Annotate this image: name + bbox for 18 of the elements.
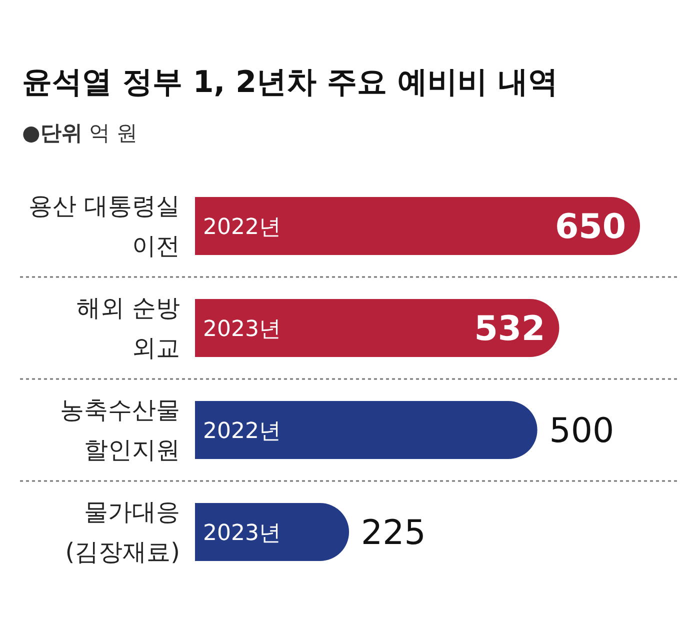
y-tick-label: 용산 대통령실 이전	[28, 192, 180, 260]
data-label: 650	[555, 207, 626, 247]
chart-subtitle: ●단위 억 원	[22, 121, 138, 145]
annotation: 2022년	[203, 419, 281, 444]
data-label: 532	[474, 309, 546, 349]
data-label: 500	[549, 411, 614, 451]
y-tick-label: 농축수산물 할인지원	[60, 396, 180, 464]
chart-title: 윤석열 정부 1, 2년차 주요 예비비 내역	[22, 65, 558, 100]
annotation: 2023년	[203, 317, 281, 342]
y-tick-label: 해외 순방 외교	[76, 294, 180, 362]
bar	[195, 299, 560, 357]
bar	[195, 197, 640, 255]
data-label: 225	[361, 513, 426, 553]
annotation: 2022년	[203, 215, 281, 240]
y-tick-label: 물가대응 (김장재료)	[65, 498, 180, 566]
bar	[195, 401, 538, 459]
annotation: 2023년	[203, 521, 281, 546]
bar	[195, 503, 349, 561]
